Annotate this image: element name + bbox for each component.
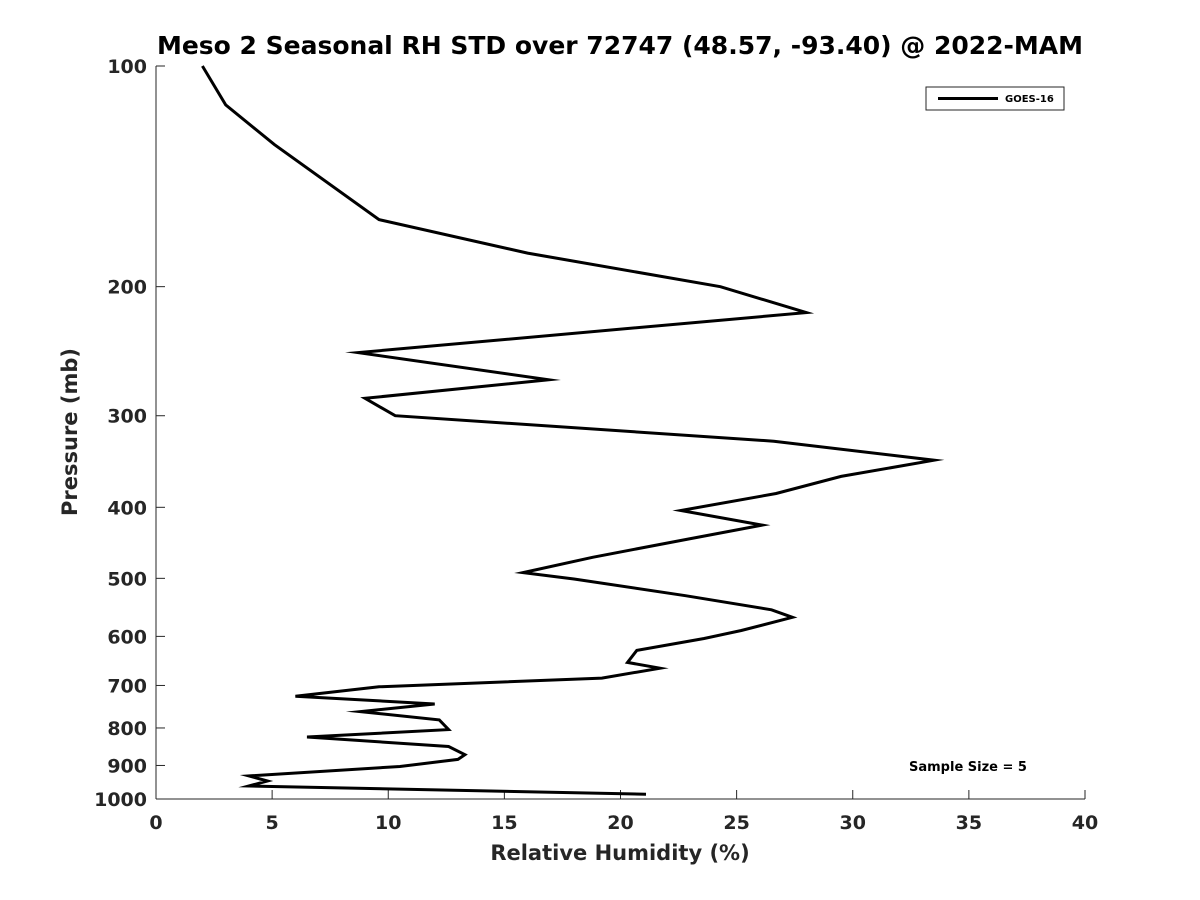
axes: 0 5 10 15 20 25 30 35 40 100 200 300 400 500 600 700 800…	[94, 56, 1098, 834]
series-line-goes-16	[201, 65, 945, 796]
x-tick-label: 35	[956, 812, 982, 834]
x-tick-label: 30	[840, 812, 866, 834]
y-tick-label: 200	[107, 277, 147, 299]
y-tick-label: 700	[107, 675, 147, 697]
y-tick-label: 300	[107, 406, 147, 428]
legend: GOES-16	[925, 86, 1065, 111]
x-tick-label: 5	[266, 812, 279, 834]
y-tick-label: 1000	[94, 789, 147, 811]
x-tick-label: 20	[607, 812, 633, 834]
x-tick-label: 40	[1072, 812, 1098, 834]
x-tick-label: 15	[491, 812, 517, 834]
y-tick-label: 400	[107, 497, 147, 519]
y-tick-label: 600	[107, 626, 147, 648]
sample-size-annotation: Sample Size = 5	[909, 760, 1027, 775]
y-tick-label: 500	[107, 568, 147, 590]
y-tick-label: 900	[107, 755, 147, 777]
y-axis-label: Pressure (mb)	[58, 348, 82, 516]
x-tick-label: 10	[375, 812, 401, 834]
x-tick-label: 0	[149, 812, 162, 834]
y-tick-label: 800	[107, 718, 147, 740]
y-tick-label: 100	[107, 56, 147, 78]
chart-title: Meso 2 Seasonal RH STD over 72747 (48.57…	[157, 31, 1083, 60]
x-tick-label: 25	[723, 812, 749, 834]
series-layer	[201, 65, 945, 796]
x-axis-label: Relative Humidity (%)	[490, 841, 749, 865]
legend-label-goes-16: GOES-16	[1005, 94, 1054, 105]
